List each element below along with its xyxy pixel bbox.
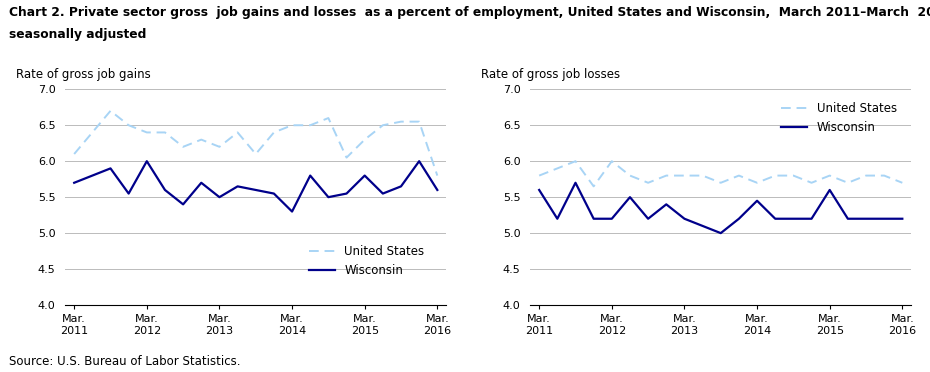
Legend: United States, Wisconsin: United States, Wisconsin [777,97,902,139]
Text: seasonally adjusted: seasonally adjusted [9,28,147,41]
Text: Source: U.S. Bureau of Labor Statistics.: Source: U.S. Bureau of Labor Statistics. [9,355,241,368]
Text: Rate of gross job gains: Rate of gross job gains [16,68,151,81]
Text: Chart 2. Private sector gross  job gains and losses  as a percent of employment,: Chart 2. Private sector gross job gains … [9,6,930,19]
Legend: United States, Wisconsin: United States, Wisconsin [304,241,429,282]
Text: Rate of gross job losses: Rate of gross job losses [481,68,619,81]
